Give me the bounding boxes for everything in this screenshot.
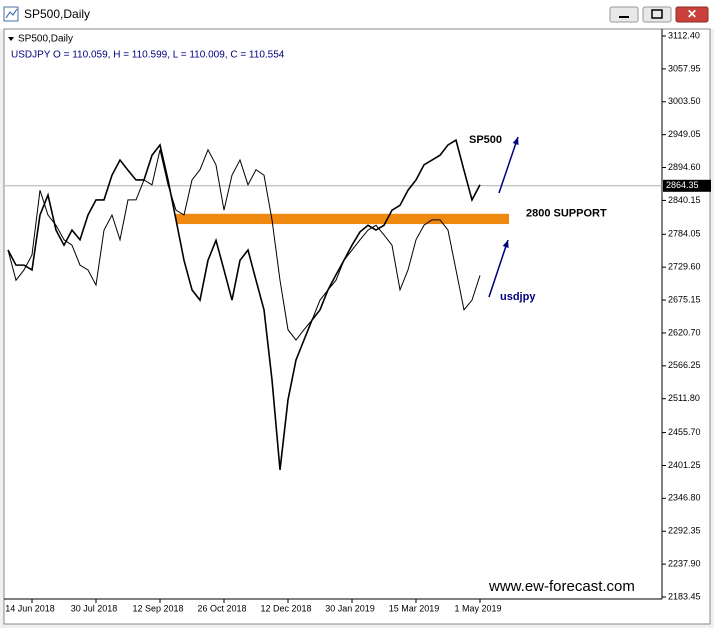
y-tick-label: 2784.05 [668,229,701,239]
y-tick-label: 2346.80 [668,493,701,503]
y-tick-label: 2675.15 [668,294,701,304]
maximize-icon [651,9,663,19]
title-bar [0,0,714,29]
x-tick-label: 12 Sep 2018 [132,603,183,613]
y-tick-label: 3003.50 [668,96,701,106]
x-tick-label: 30 Jan 2019 [325,603,375,613]
maximize-button[interactable] [642,6,672,23]
y-tick-label: 2237.90 [668,558,701,568]
current-price-label: 2864.35 [666,180,699,190]
chart-subtitle: USDJPY O = 110.059, H = 110.599, L = 110… [11,50,285,61]
x-tick-label: 12 Dec 2018 [260,603,311,613]
close-button[interactable] [675,6,709,23]
app-icon [3,6,19,22]
watermark: www.ew-forecast.com [488,578,635,595]
x-tick-label: 1 May 2019 [454,603,501,613]
window-buttons[interactable]: ✕ [609,6,709,23]
x-tick-label: 14 Jun 2018 [5,603,55,613]
dropdown-icon [8,37,14,41]
y-tick-label: 2511.80 [668,393,700,403]
y-tick-label: 2401.25 [668,460,701,470]
y-tick-label: 2292.35 [668,526,701,536]
arrow [488,239,509,298]
series-line [7,148,481,341]
chart-area [3,28,711,625]
y-tick-label: 2949.05 [668,129,701,139]
arrow [498,136,519,194]
series-label: usdjpy [500,291,536,303]
x-tick-label: 15 Mar 2019 [389,603,440,613]
support-label: 2800 SUPPORT [526,208,607,220]
app-icon-line [5,8,18,19]
y-tick-label: 2620.70 [668,327,701,337]
minimize-button[interactable] [609,6,639,23]
support-band [176,213,509,225]
y-tick-label: 2840.15 [668,195,701,205]
y-tick-label: 2455.70 [668,427,701,437]
y-tick-label: 2566.25 [668,360,701,370]
x-tick-label: 26 Oct 2018 [197,603,246,613]
window-title: SP500,Daily [24,7,90,21]
y-tick-label: 2894.60 [668,162,701,172]
y-tick-label: 2729.60 [668,262,701,272]
arrow-head [512,137,519,145]
series-line [7,138,481,470]
close-icon: ✕ [687,7,697,21]
y-tick-label: 3057.95 [668,63,701,73]
x-tick-label: 30 Jul 2018 [71,603,118,613]
arrow-head [502,240,509,248]
chart-title: SP500,Daily [18,34,73,45]
series-label: SP500 [469,134,502,146]
current-price-box [663,179,711,192]
y-tick-label: 3112.40 [668,30,700,40]
y-tick-label: 2183.45 [668,591,701,601]
